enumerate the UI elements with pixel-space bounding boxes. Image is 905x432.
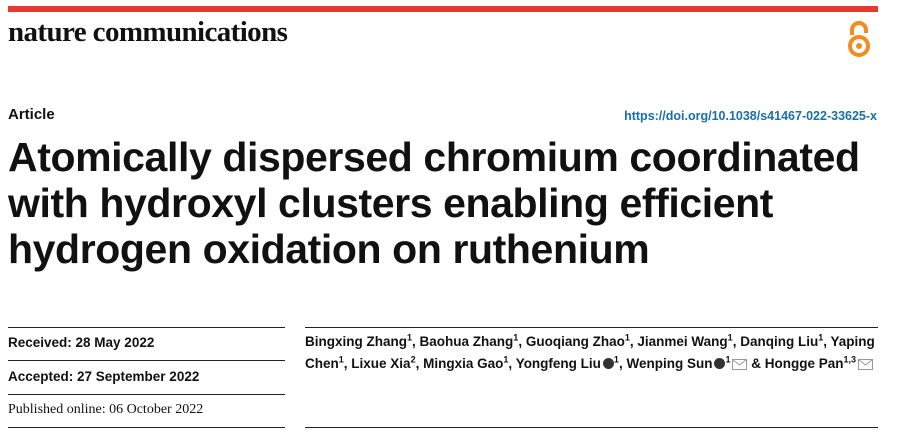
author-name: Baohua Zhang	[419, 334, 514, 349]
title-line: with hydroxyl clusters enabling efficien…	[8, 180, 774, 226]
rule	[8, 360, 285, 361]
rule	[305, 327, 878, 328]
affiliation: 1	[407, 332, 413, 343]
author-name: Hongge Pan	[764, 355, 844, 371]
published-date: Published online: 06 October 2022	[8, 402, 204, 417]
conjunction: &	[751, 355, 761, 371]
accepted-date: Accepted: 27 September 2022	[8, 369, 200, 384]
rule	[8, 327, 285, 328]
title-line: hydrogen oxidation on ruthenium	[8, 226, 650, 272]
separator: ,	[629, 334, 634, 349]
author-name: Danqing Liu	[740, 334, 819, 349]
affiliation: 1	[513, 332, 519, 343]
author-name: Wenping Sun	[626, 355, 713, 371]
separator: ,	[412, 334, 416, 349]
separator: ,	[732, 334, 737, 349]
received-date: Received: 28 May 2022	[8, 335, 155, 350]
affiliation: 1	[818, 332, 824, 343]
author-name: Jianmei Wang	[637, 334, 728, 349]
rule	[8, 427, 285, 428]
affiliation: 1,3	[843, 354, 857, 364]
email-icon[interactable]	[858, 355, 874, 377]
open-access-icon	[848, 21, 870, 57]
rule	[305, 427, 878, 428]
doi-link[interactable]: https://doi.org/10.1038/s41467-022-33625…	[624, 109, 877, 123]
separator: ,	[508, 355, 513, 371]
author-name: Guoqiang Zhao	[525, 334, 625, 349]
author-name: Mingxia Gao	[423, 355, 504, 371]
author-list: Bingxing Zhang1, Baohua Zhang1, Guoqiang…	[305, 331, 880, 376]
article-type: Article	[8, 106, 55, 123]
affiliation: 1	[624, 332, 630, 343]
affiliation: 1	[503, 354, 509, 364]
affiliation: 2	[410, 354, 416, 364]
author-name: Yongfeng Liu	[515, 355, 601, 371]
separator: ,	[823, 334, 827, 349]
article-title: Atomically dispersed chromium coordinate…	[8, 134, 860, 272]
email-icon[interactable]	[732, 355, 748, 377]
separator: ,	[518, 334, 523, 349]
separator: ,	[618, 355, 623, 371]
title-line: Atomically dispersed chromium coordinate…	[8, 134, 860, 180]
journal-name: nature communications	[8, 16, 288, 48]
separator: ,	[415, 355, 420, 371]
author-name: Yaping Chen	[305, 334, 875, 371]
author-name: Bingxing Zhang	[305, 334, 407, 349]
author-name: Lixue Xia	[351, 355, 411, 371]
top-bar	[8, 6, 878, 12]
separator: ,	[343, 355, 348, 371]
affiliation: 1	[727, 332, 733, 343]
rule	[8, 394, 285, 395]
orcid-icon	[714, 357, 726, 369]
affiliation: 1	[613, 354, 619, 364]
affiliation: 1	[338, 354, 344, 364]
orcid-icon	[602, 357, 614, 369]
affiliation: 1	[725, 354, 731, 364]
